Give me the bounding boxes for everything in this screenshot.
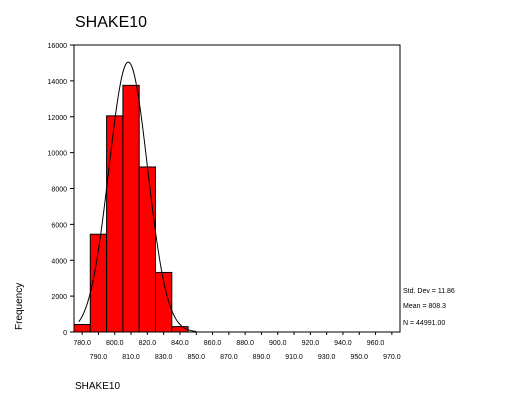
x-tick-label: 830.0 [155,354,173,361]
x-tick-label: 810.0 [122,354,140,361]
x-tick-label: 920.0 [302,340,320,347]
stat-n: N = 44991.00 [403,320,446,327]
y-tick-label: 12000 [48,115,68,122]
x-tick-label: 940.0 [334,340,352,347]
x-axis-title: SHAKE10 [75,381,121,392]
x-tick-label: 950.0 [350,354,368,361]
y-tick-label: 10000 [48,151,68,158]
x-tick-label: 910.0 [285,354,303,361]
histogram-bar [171,326,189,333]
x-tick-label: 960.0 [367,340,385,347]
y-tick-label: 4000 [51,258,67,265]
stat-mean: Mean = 808.3 [403,303,447,310]
x-tick-label: 860.0 [204,340,222,347]
histogram-bar [73,323,91,333]
y-tick-label: 14000 [48,79,68,86]
x-tick-label: 930.0 [318,354,336,361]
x-tick-label: 820.0 [139,340,157,347]
x-tick-label: 900.0 [269,340,287,347]
x-tick-label: 880.0 [236,340,254,347]
y-tick-label: 8000 [51,187,67,194]
x-tick-label: 870.0 [220,354,238,361]
normal-curve [78,61,197,332]
histogram-bar [138,166,156,333]
x-tick-label: 800.0 [106,340,124,347]
x-tick-label: 790.0 [90,354,108,361]
x-tick-label: 890.0 [253,354,271,361]
x-tick-label: 970.0 [383,354,401,361]
x-tick-label: 850.0 [187,354,205,361]
y-tick-label: 6000 [51,222,67,229]
histogram-bar [106,115,124,333]
x-tick-label: 840.0 [171,340,189,347]
y-tick-label: 0 [63,330,67,337]
y-tick-label: 16000 [48,43,68,50]
x-tick-label: 780.0 [73,340,91,347]
histogram-bar [122,84,140,333]
stat-std-dev: Std. Dev = 11.86 [403,288,455,295]
y-axis-title: Frequency [14,282,25,330]
y-tick-label: 2000 [51,294,67,301]
chart-title: SHAKE10 [75,14,148,31]
